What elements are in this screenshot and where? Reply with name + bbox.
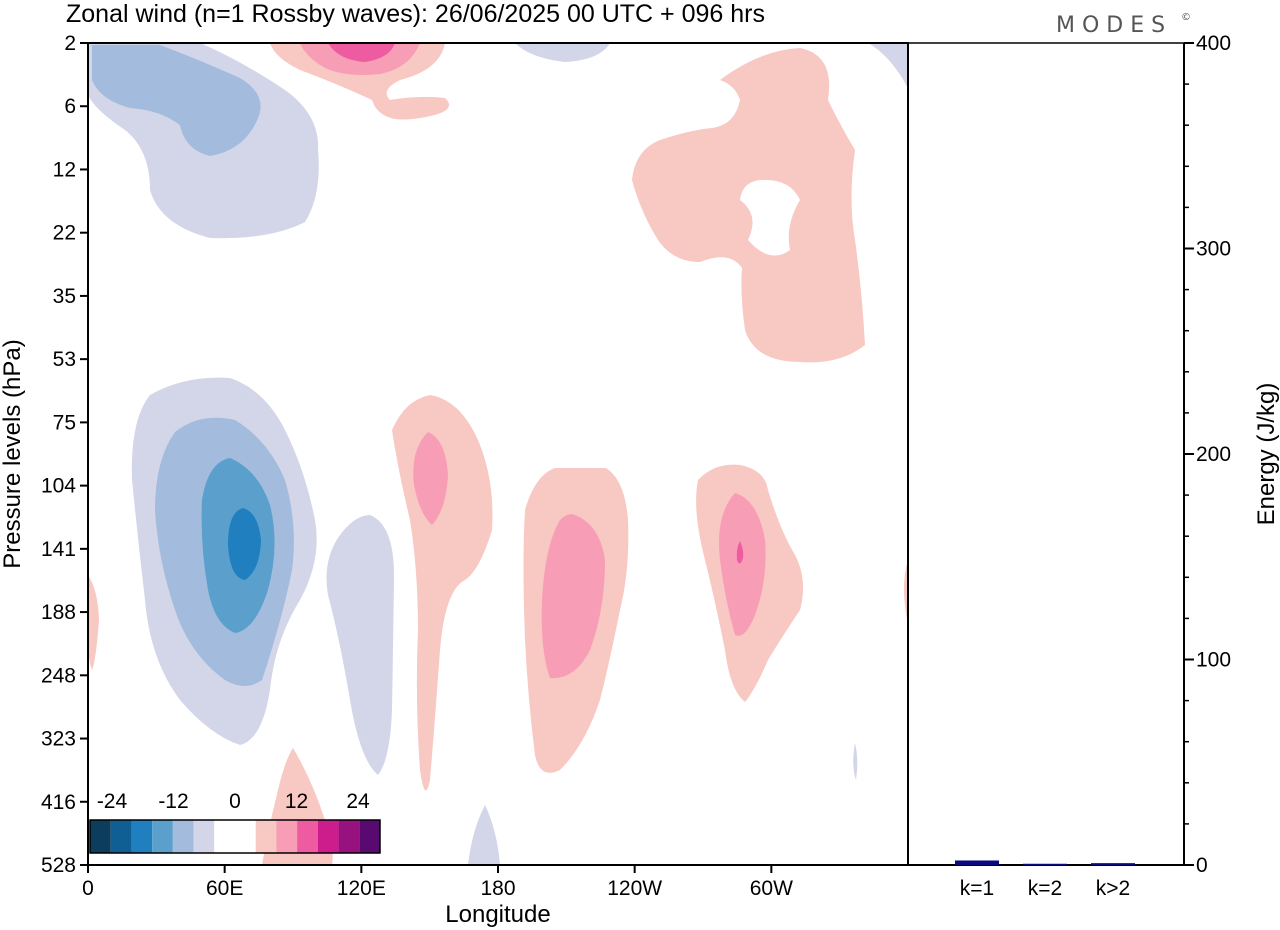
colorbar-label: 24	[346, 790, 370, 813]
contour-neg-top-right	[868, 43, 908, 88]
energy-bars	[955, 860, 1135, 865]
contour-neg-bottom	[468, 805, 500, 865]
colorbar-swatch	[131, 820, 153, 853]
colorbar-swatch	[110, 820, 132, 853]
y-tick-label: 104	[41, 475, 76, 498]
colorbar-swatch	[317, 820, 339, 853]
contour-pos-upper-right	[632, 48, 865, 363]
y-tick-label: 188	[41, 601, 76, 624]
colorbar-label: 0	[229, 790, 241, 813]
y-tick-label: 12	[53, 158, 76, 181]
x-axis-label: Longitude	[445, 901, 550, 928]
x-tick-label: 120E	[337, 877, 386, 900]
y-axis-label: Pressure levels (hPa)	[0, 339, 26, 568]
colorbar-label: -24	[97, 790, 128, 813]
logo-mark: ©	[1181, 12, 1191, 23]
contour-pos-150E-inner	[413, 432, 448, 525]
contour-pos-top-inner	[328, 43, 395, 62]
y-tick-label: 528	[41, 854, 76, 877]
y-tick-label: 141	[41, 538, 76, 561]
main-y-axis: 2 6 12 22 35 53 75 104 141 188 248 323 416 528	[41, 32, 88, 877]
energy-bar	[1023, 863, 1067, 865]
y-tick-label: 248	[41, 664, 76, 687]
contour-pos-200-inner	[541, 514, 605, 679]
energy-tick-label: 400	[1196, 32, 1231, 55]
y-tick-label: 2	[64, 32, 76, 55]
energy-bar	[955, 860, 999, 865]
colorbar-swatch	[193, 820, 215, 853]
contour-pos-60W-inner	[719, 493, 766, 636]
colorbar-swatch	[297, 820, 318, 853]
contour-neg-upper-inner	[92, 45, 261, 156]
x-tick-label: 180	[480, 877, 515, 900]
colorbar-label: -12	[158, 790, 188, 813]
colorbar	[89, 819, 381, 854]
colorbar-swatch	[90, 820, 111, 853]
energy-tick-label: 100	[1196, 649, 1231, 672]
colorbar-swatch	[359, 820, 380, 853]
contour-pos-left-edge	[88, 575, 99, 670]
main-x-axis: 0 60E 120E 180 120W 60W	[82, 865, 793, 900]
energy-tick-label: 300	[1196, 238, 1231, 261]
energy-y-axis: 0 100 200 300 400	[1184, 32, 1231, 877]
energy-tick-label: 0	[1196, 854, 1208, 877]
energy-bar	[1091, 863, 1135, 865]
contour-neg-main-core	[228, 508, 261, 580]
y-tick-label: 6	[64, 95, 76, 118]
colorbar-frame	[89, 819, 381, 854]
energy-tick-label: 200	[1196, 443, 1231, 466]
contour-neg-120E	[326, 515, 395, 775]
colorbar-swatch	[235, 820, 256, 853]
x-tick-label: 60E	[206, 877, 243, 900]
colorbar-swatch	[152, 820, 173, 853]
colorbar-swatch	[214, 820, 235, 853]
energy-category-label: k>2	[1096, 877, 1130, 900]
y-tick-label: 35	[53, 285, 76, 308]
contour-neg-top-mid	[515, 43, 610, 62]
colorbar-swatch	[276, 820, 298, 853]
x-tick-label: 60W	[750, 877, 793, 900]
colorbar-swatch	[255, 820, 277, 853]
contour-neg-small-dot	[853, 743, 858, 780]
y-tick-label: 53	[53, 348, 76, 371]
colorbar-label: 12	[285, 790, 308, 813]
x-tick-label: 0	[82, 877, 94, 900]
colorbar-swatch	[338, 820, 360, 853]
colorbar-swatch	[172, 820, 194, 853]
contour-pos-60W-core	[736, 541, 744, 564]
y-tick-label: 323	[41, 728, 76, 751]
colorbar-labels: -24 -12 0 12 24	[97, 790, 370, 813]
energy-category-label: k=1	[960, 877, 994, 900]
energy-axis-label: Energy (J/kg)	[1253, 383, 1280, 526]
energy-category-label: k=2	[1028, 877, 1062, 900]
contour-field	[88, 43, 908, 865]
y-tick-label: 75	[53, 411, 76, 434]
y-tick-label: 22	[53, 222, 76, 245]
y-tick-label: 416	[41, 791, 76, 814]
modes-logo: MODES	[1056, 13, 1172, 38]
x-tick-label: 120W	[607, 877, 662, 900]
chart-title: Zonal wind (n=1 Rossby waves): 26/06/202…	[66, 0, 765, 28]
energy-x-labels: k=1 k=2 k>2	[960, 877, 1130, 900]
